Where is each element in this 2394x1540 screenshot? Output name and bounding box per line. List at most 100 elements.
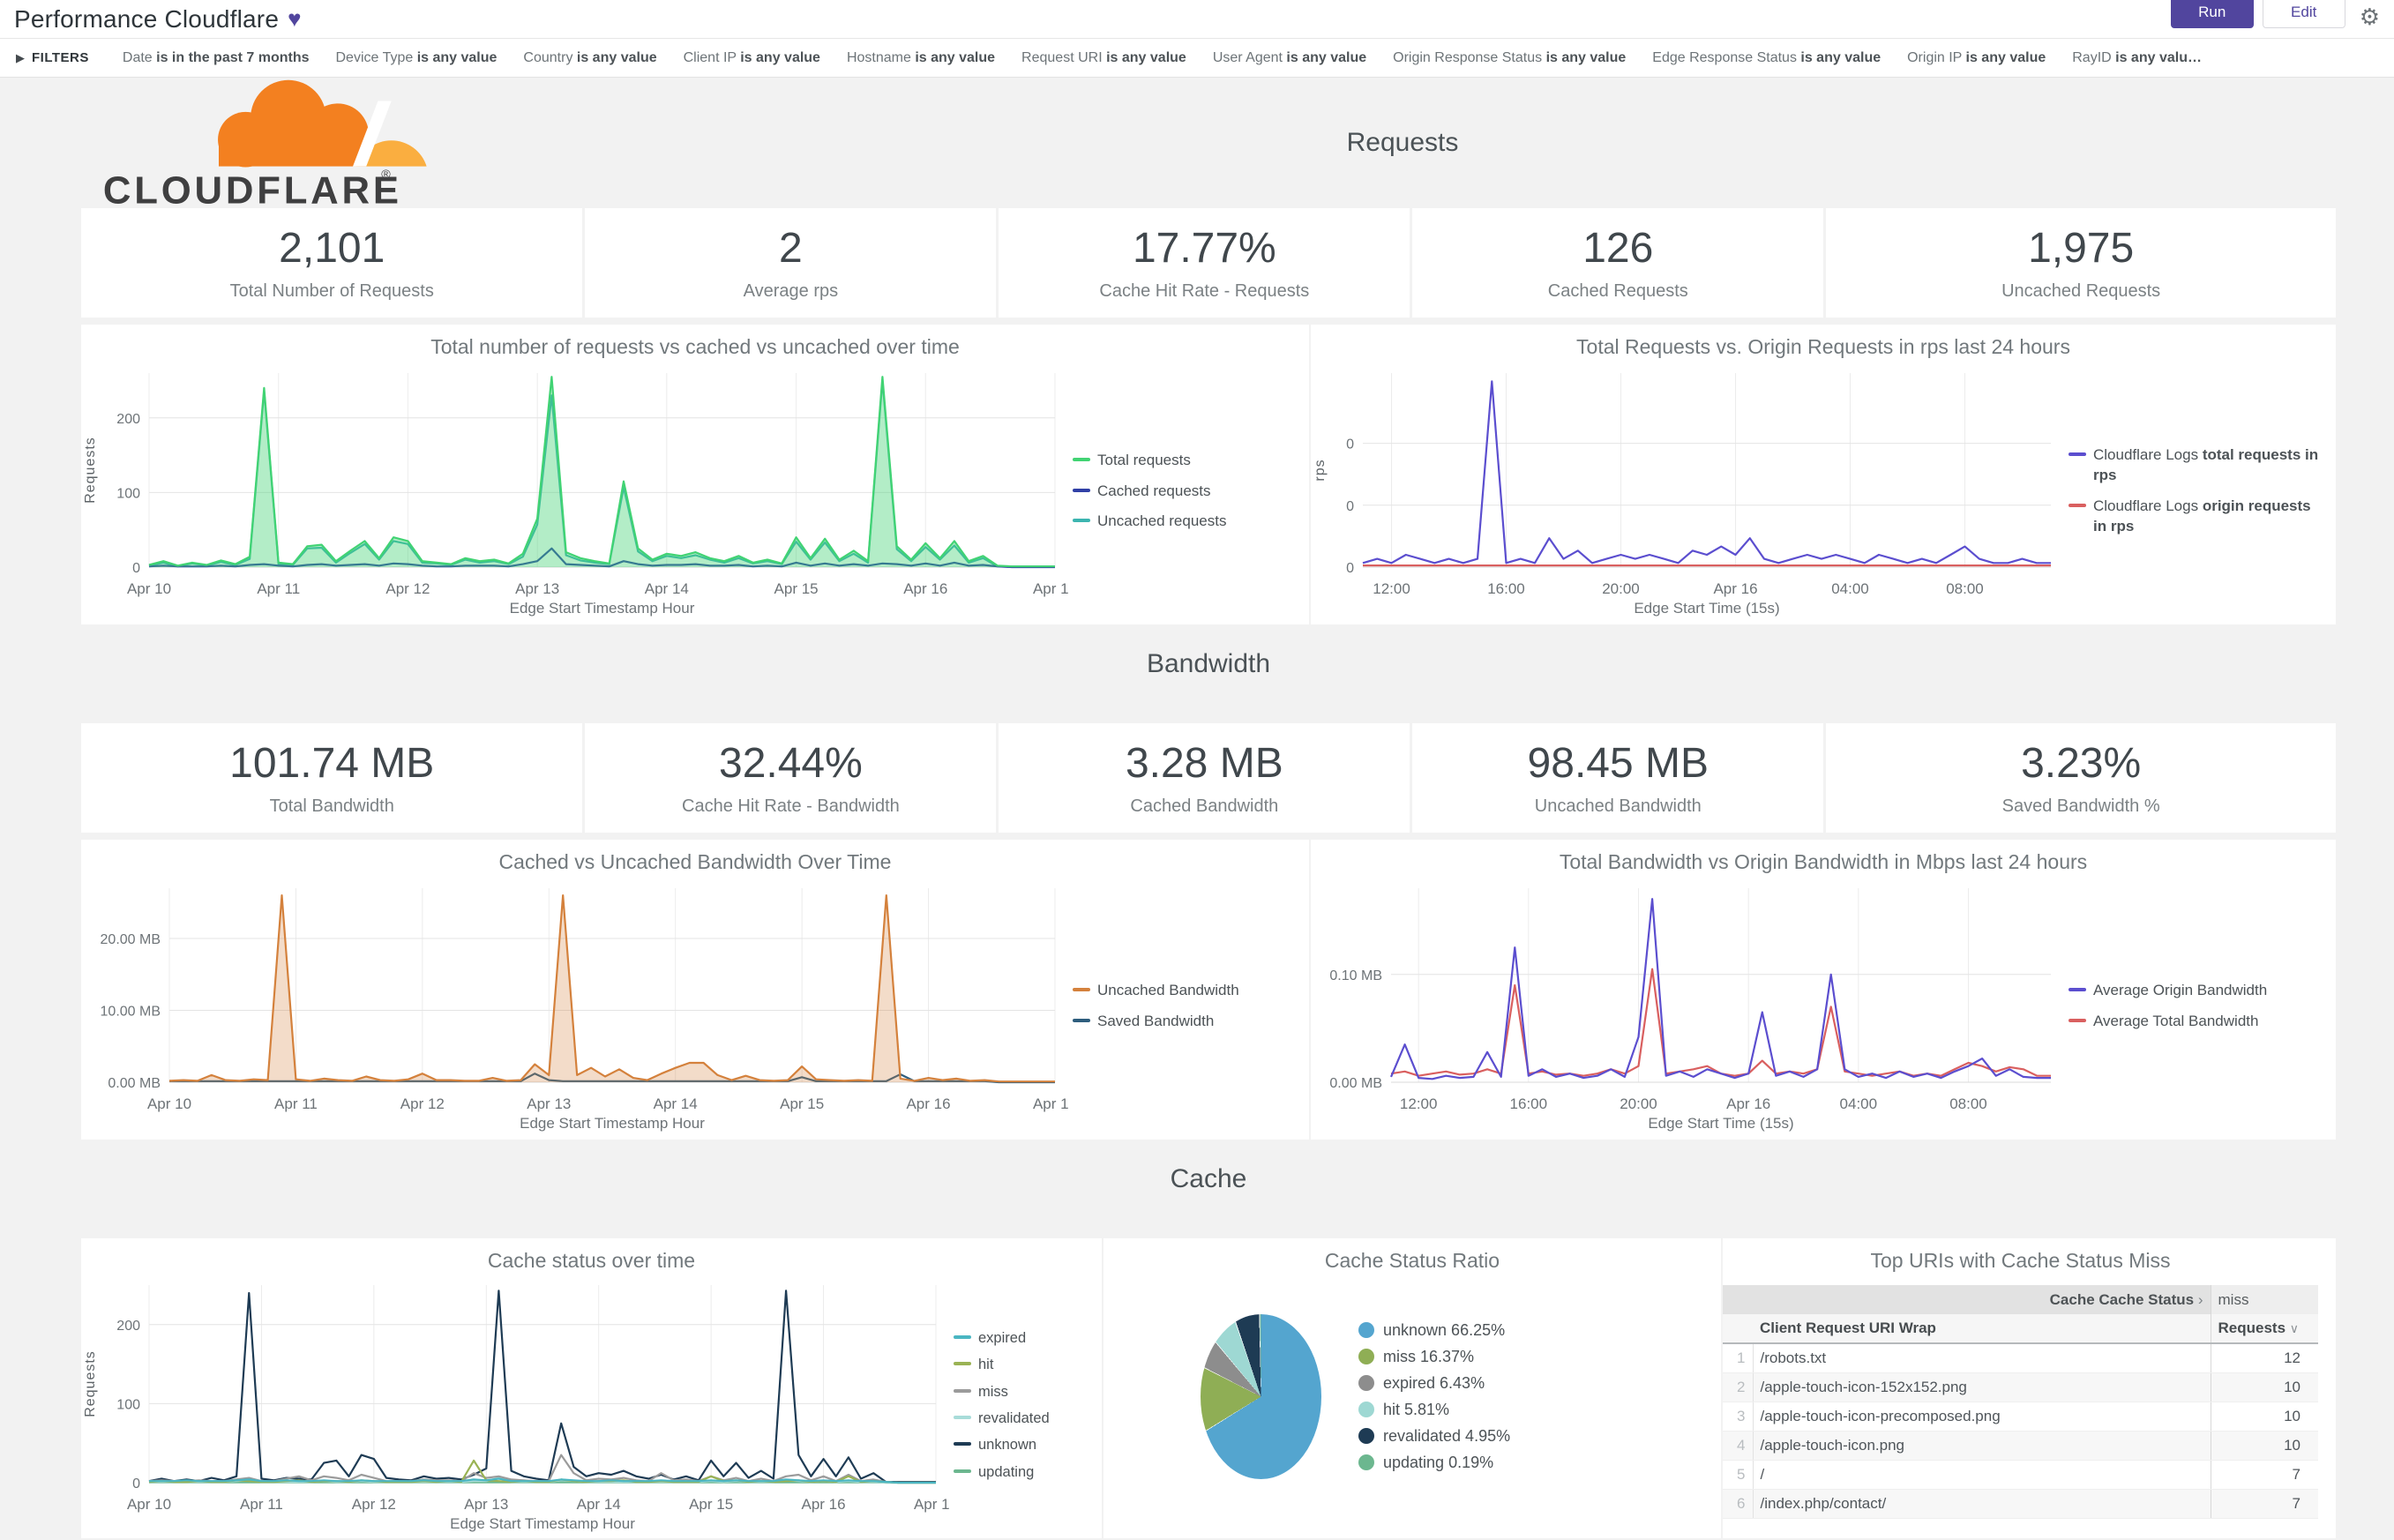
requests-charts-row: Total number of requests vs cached vs un… (81, 325, 2336, 624)
filter-item[interactable]: RayID is any valu… (2072, 49, 2202, 65)
requests-cell: 10 (2210, 1402, 2318, 1432)
legend-swatch (1073, 457, 1090, 461)
svg-text:100: 100 (116, 486, 140, 501)
chart-bandwidth-24h: Total Bandwidth vs Origin Bandwidth in M… (1311, 840, 2336, 1140)
svg-text:Edge Start Timestamp Hour: Edge Start Timestamp Hour (450, 1515, 635, 1532)
uri-cell[interactable]: /index.php/contact/ (1753, 1489, 2211, 1519)
svg-text:Apr 13: Apr 13 (464, 1496, 508, 1513)
legend-item[interactable]: Average Total Bandwidth (2069, 1012, 2321, 1032)
filter-item[interactable]: Date is in the past 7 months (122, 49, 310, 65)
svg-text:08:00: 08:00 (1949, 1095, 1987, 1112)
legend-item[interactable]: updating (954, 1462, 1082, 1482)
kpi-value: 126 (1582, 225, 1654, 272)
svg-text:Apr 16: Apr 16 (1726, 1095, 1770, 1112)
svg-text:Apr 14: Apr 14 (645, 580, 689, 597)
legend-item[interactable]: Saved Bandwidth (1073, 1012, 1290, 1032)
legend-item[interactable]: Cached requests (1073, 482, 1290, 502)
filter-item[interactable]: Origin Response Status is any value (1393, 49, 1627, 65)
svg-text:Apr 11: Apr 11 (240, 1496, 283, 1513)
row-number: 4 (1723, 1431, 1754, 1461)
filter-item[interactable]: Request URI is any value (1021, 49, 1186, 65)
kpi-label: Cache Hit Rate - Requests (1099, 281, 1310, 301)
top-bar: Performance Cloudflare ♥ Run Edit ⚙ (0, 0, 2394, 39)
table-body: 1/robots.txt 12 2/apple-touch-icon-152x152… (1723, 1343, 2318, 1519)
cache-status-pie-chart[interactable] (1201, 1313, 1321, 1479)
legend-item[interactable]: unknown (954, 1435, 1082, 1454)
rps-line-chart[interactable]: 12:00 16:00 20:00 Apr 16 04:00 08:00 0 0 0 Edge S… (1311, 361, 2065, 622)
column-header-requests[interactable]: Requests ∨ (2210, 1314, 2318, 1344)
uri-cell[interactable]: / (1753, 1460, 2211, 1490)
requests-cell: 10 (2210, 1431, 2318, 1461)
cache-status-line-chart[interactable]: Apr 10 Apr 11 Apr 12 Apr 13 Apr 14 Apr 15 Apr … (81, 1273, 950, 1537)
requests-area-chart[interactable]: Apr 10 Apr 11 Apr 12 Apr 13 Apr 14 Apr 15 Apr … (81, 361, 1069, 622)
legend-swatch (2069, 988, 2086, 992)
filter-item[interactable]: Client IP is any value (683, 49, 820, 65)
legend-item[interactable]: expired (954, 1328, 1082, 1348)
pie-legend-item[interactable]: unknown 66.25% (1358, 1321, 1510, 1340)
bandwidth-line-chart[interactable]: 12:00 16:00 20:00 Apr 16 04:00 08:00 0.00 MB 0.… (1311, 876, 2065, 1137)
gear-icon[interactable]: ⚙ (2359, 4, 2380, 30)
table-row: 3/apple-touch-icon-precomposed.png 10 (1723, 1402, 2318, 1432)
chart-title: Total Requests vs. Origin Requests in rp… (1576, 335, 2070, 358)
pie-legend-swatch (1358, 1428, 1374, 1444)
filter-item[interactable]: Device Type is any value (335, 49, 498, 65)
legend-item[interactable]: Uncached Bandwidth (1073, 981, 1290, 1001)
pie-legend-item[interactable]: expired 6.43% (1358, 1374, 1510, 1393)
row-number: 3 (1723, 1402, 1754, 1432)
legend-item[interactable]: Cloudflare Logs total requests in rps (2069, 445, 2321, 486)
legend-swatch (1073, 1019, 1090, 1022)
filter-item[interactable]: Origin IP is any value (1907, 49, 2046, 65)
column-header-row: Client Request URI Wrap Requests ∨ (1723, 1314, 2318, 1344)
pie-legend-item[interactable]: miss 16.37% (1358, 1348, 1510, 1366)
kpi-value: 2,101 (279, 225, 385, 272)
legend-item[interactable]: Total requests (1073, 451, 1290, 471)
uri-cell[interactable]: /apple-touch-icon-152x152.png (1753, 1372, 2211, 1402)
filter-item[interactable]: Hostname is any value (846, 49, 996, 65)
uri-cell[interactable]: /robots.txt (1753, 1343, 2211, 1373)
svg-text:0: 0 (1346, 561, 1354, 576)
cloudflare-logo: CLOUDFLARE ® (81, 76, 469, 210)
kpi-label: Average rps (743, 281, 839, 301)
legend-item[interactable]: Uncached requests (1073, 512, 1290, 532)
chevron-right-icon: › (2197, 1290, 2203, 1308)
svg-text:Apr 16: Apr 16 (801, 1496, 845, 1513)
kpi-label: Saved Bandwidth % (2001, 796, 2160, 816)
filter-bar: ▶ FILTERS Date is in the past 7 months De… (0, 39, 2394, 78)
pie-legend-item[interactable]: revalidated 4.95% (1358, 1427, 1510, 1446)
run-button[interactable]: Run (2170, 0, 2254, 28)
row-number: 2 (1723, 1372, 1754, 1402)
legend-swatch (954, 1388, 971, 1393)
legend-item[interactable]: miss (954, 1382, 1082, 1402)
legend-item[interactable]: Cloudflare Logs origin requests in rps (2069, 497, 2321, 537)
column-header-uri[interactable]: Client Request URI Wrap (1753, 1314, 2211, 1344)
svg-text:Edge Start Timestamp Hour: Edge Start Timestamp Hour (510, 600, 695, 617)
pivot-field-header[interactable]: Cache Cache Status › (1723, 1285, 2211, 1314)
requests-kpi-row: 2,101 Total Number of Requests 2 Average rp… (81, 208, 2337, 318)
legend-item[interactable]: revalidated (954, 1409, 1082, 1428)
legend-item[interactable]: hit (954, 1355, 1082, 1374)
svg-text:08:00: 08:00 (1946, 580, 1984, 597)
pie-legend-item[interactable]: updating 0.19% (1358, 1454, 1510, 1472)
bandwidth-charts-row: Cached vs Uncached Bandwidth Over Time A… (81, 840, 2336, 1140)
pie-legend-item[interactable]: hit 5.81% (1358, 1401, 1510, 1419)
uri-cell[interactable]: /apple-touch-icon.png (1753, 1431, 2211, 1461)
pie-legend-swatch (1358, 1454, 1374, 1470)
chart-title: Cache status over time (487, 1249, 696, 1272)
section-heading-cache: Cache (1170, 1164, 1247, 1193)
svg-text:0.00 MB: 0.00 MB (108, 1076, 161, 1091)
legend-item[interactable]: Average Origin Bandwidth (2069, 981, 2321, 1001)
filter-item[interactable]: Edge Response Status is any value (1652, 49, 1882, 65)
kpi-value: 3.23% (2021, 740, 2142, 787)
bandwidth-area-chart[interactable]: Apr 10 Apr 11 Apr 12 Apr 13 Apr 14 Apr 15 Apr … (81, 876, 1069, 1137)
edit-button[interactable]: Edit (2262, 0, 2345, 28)
kpi-value: 1,975 (2028, 225, 2135, 272)
filters-expand-icon[interactable]: ▶ (16, 50, 25, 64)
filter-item[interactable]: User Agent is any value (1212, 49, 1367, 65)
filter-item[interactable]: Country is any value (523, 49, 657, 65)
svg-text:Apr 17: Apr 17 (1033, 1095, 1069, 1112)
kpi-tile: 2,101 Total Number of Requests (81, 208, 583, 318)
kpi-label: Cached Requests (1547, 281, 1688, 301)
kpi-tile: 3.28 MB Cached Bandwidth (999, 723, 1410, 833)
svg-text:10.00 MB: 10.00 MB (101, 1005, 161, 1020)
uri-cell[interactable]: /apple-touch-icon-precomposed.png (1753, 1402, 2211, 1432)
